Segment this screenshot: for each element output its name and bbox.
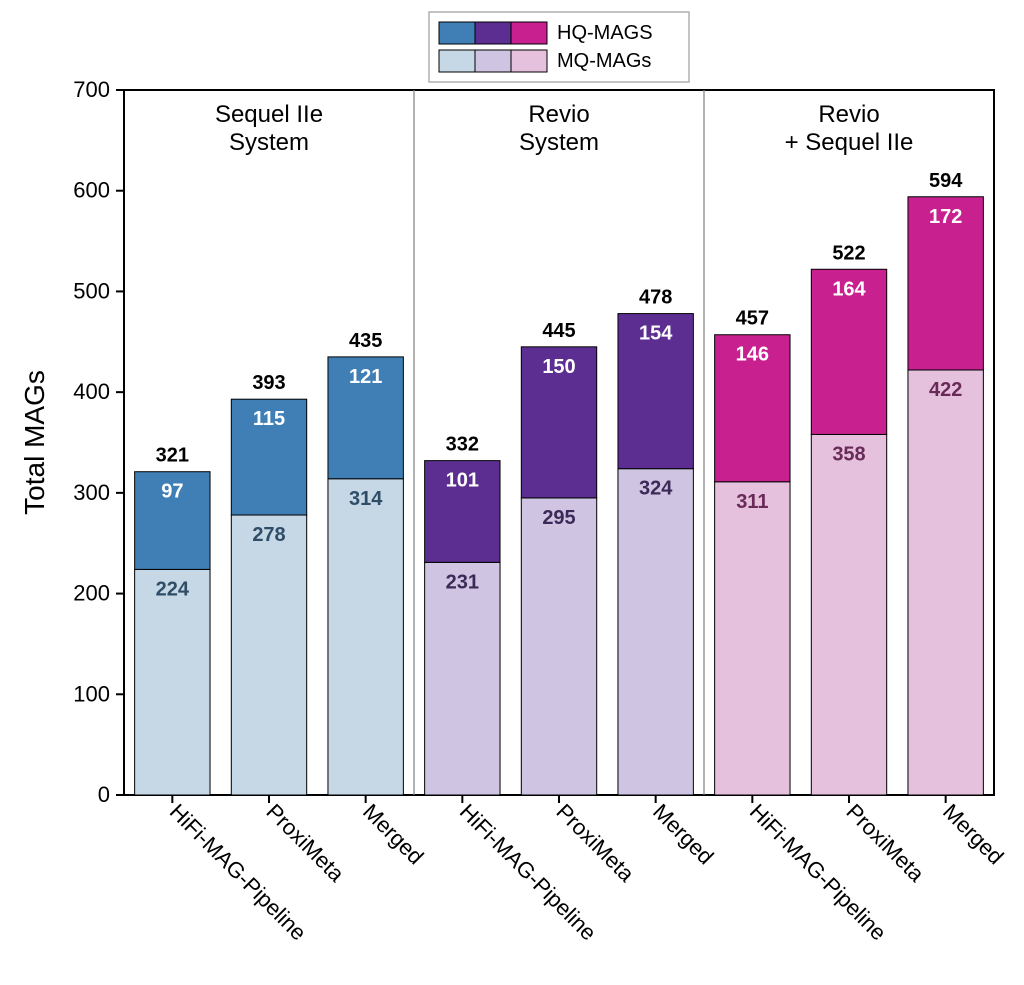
ytick-label: 500 (73, 278, 110, 303)
bar-hq-value: 164 (832, 278, 866, 300)
group-title: Revio (528, 101, 589, 128)
bar-mq-value: 324 (639, 478, 673, 500)
ytick-label: 100 (73, 681, 110, 706)
legend-hq-label: HQ-MAGS (557, 22, 653, 44)
group-title: Sequel IIe (215, 101, 323, 128)
stacked-bar-chart: 0 100 200 300 400 500 600 700 Total MAGs Sequel I… (0, 0, 1024, 985)
bar-mq-value: 311 (736, 491, 768, 513)
bar-mq (908, 370, 983, 795)
group-title: System (519, 129, 599, 156)
bar-mq (521, 498, 596, 795)
bar-hq-value: 97 (161, 481, 183, 503)
legend-swatch-mq (439, 50, 475, 72)
bar-mq-value: 295 (542, 507, 575, 529)
bar-mq-value: 278 (252, 524, 285, 546)
x-category-label: ProxiMeta (551, 799, 639, 887)
bar-mq-value: 231 (446, 571, 479, 593)
x-category-label: ProxiMeta (261, 799, 349, 887)
bar-mq-value: 358 (832, 443, 865, 465)
legend-mq-label: MQ-MAGs (557, 50, 651, 72)
legend-swatch-hq (439, 22, 475, 44)
bar-mq (715, 482, 790, 795)
group-title: Revio (818, 101, 879, 128)
bar-mq-value: 224 (156, 578, 190, 600)
x-category-label: Merged (938, 799, 1008, 869)
bar-total-label: 457 (736, 308, 769, 330)
bar-total-label: 522 (832, 242, 865, 264)
bar-mq-value: 314 (349, 488, 383, 510)
bar-mq (135, 569, 210, 795)
x-category-label: Merged (358, 799, 428, 869)
bar-mq (425, 562, 500, 795)
bar-hq-value: 101 (446, 470, 479, 492)
bar-total-label: 332 (446, 434, 479, 456)
bar-total-label: 445 (542, 320, 575, 342)
ytick-label: 200 (73, 581, 110, 606)
ytick-label: 600 (73, 178, 110, 203)
bar-total-label: 478 (639, 287, 672, 309)
bar-hq-value: 121 (349, 366, 382, 388)
ytick-label: 400 (73, 379, 110, 404)
bar-hq-value: 146 (736, 344, 769, 366)
legend-swatch-hq (475, 22, 511, 44)
group-title: + Sequel IIe (785, 129, 914, 156)
bar-mq (231, 515, 306, 795)
ytick-label: 0 (98, 782, 110, 807)
legend-swatch-hq (511, 22, 547, 44)
bar-total-label: 435 (349, 330, 382, 352)
bar-hq-value: 150 (542, 356, 575, 378)
bar-mq (811, 434, 886, 795)
x-category-label: Merged (648, 799, 718, 869)
bar-total-label: 393 (252, 372, 285, 394)
bar-total-label: 321 (156, 445, 189, 467)
ytick-label: 700 (73, 77, 110, 102)
bar-mq (618, 469, 693, 795)
ytick-label: 300 (73, 480, 110, 505)
x-category-label: ProxiMeta (841, 799, 929, 887)
y-axis-label: Total MAGs (19, 370, 50, 515)
bar-hq-value: 154 (639, 323, 673, 345)
bar-mq (328, 479, 403, 795)
bar-hq-value: 115 (253, 408, 285, 430)
group-title: System (229, 129, 309, 156)
bar-hq-value: 172 (929, 206, 962, 228)
bar-total-label: 594 (929, 170, 963, 192)
chart-container: 0 100 200 300 400 500 600 700 Total MAGs Sequel I… (0, 0, 1024, 985)
legend-swatch-mq (475, 50, 511, 72)
bar-mq-value: 422 (929, 379, 962, 401)
legend-swatch-mq (511, 50, 547, 72)
